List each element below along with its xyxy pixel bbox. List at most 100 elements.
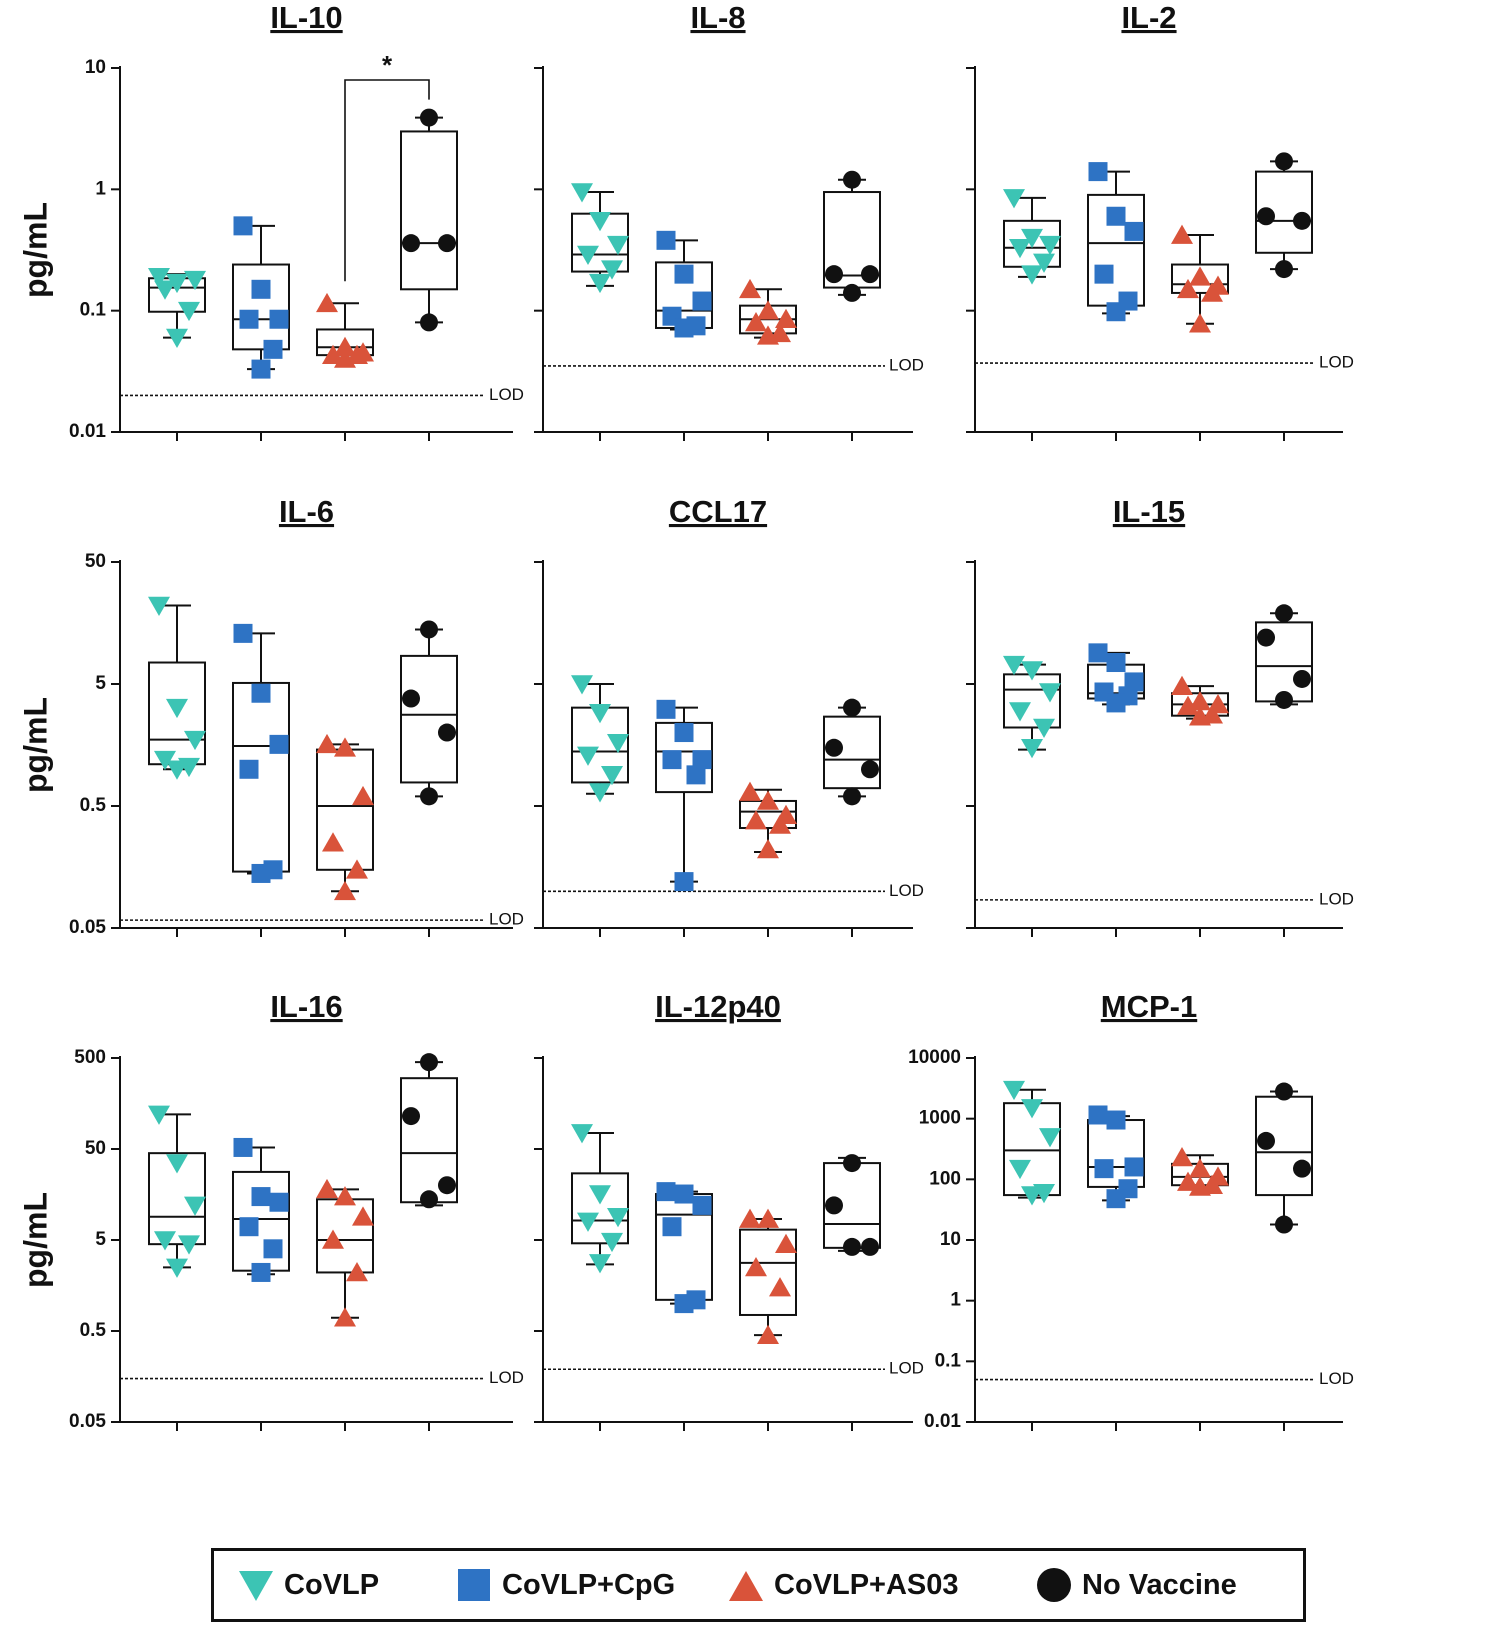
box-no-vaccine [400,108,458,332]
data-point [757,300,779,320]
up-triangle-icon [729,1571,763,1601]
data-point [674,1184,694,1204]
data-point [1039,235,1061,256]
box-covlp [1003,655,1061,759]
data-point [420,313,438,332]
data-point [322,832,344,852]
box-iqr [232,263,290,351]
panel-ccl17: CCL17 LOD [534,494,924,937]
legend-label: CoVLP+CpG [502,1568,676,1601]
box-iqr [1171,263,1229,294]
panel-il-2: IL-2 LOD [966,0,1354,441]
box-no-vaccine [1255,152,1313,279]
significance-label: * [382,50,393,80]
data-point [346,1261,368,1282]
data-point [607,1207,629,1228]
data-point [269,1192,289,1212]
data-point [656,699,676,719]
box-covlp-as03 [316,292,374,368]
data-point [825,738,843,757]
data-point [589,212,611,232]
data-point [1021,265,1043,285]
y-tick-label: 0.5 [80,1320,107,1341]
data-point [1257,1131,1275,1150]
box-covlp [1003,1080,1061,1206]
box-covlp-cpg [1087,162,1145,322]
data-point [1257,207,1275,226]
data-point [251,1262,271,1282]
data-point [1275,690,1293,709]
data-point [1021,1099,1043,1119]
panel-il-12p40: IL-12p40 LOD [534,989,924,1431]
legend-swatch-covlp [239,1571,273,1601]
data-point [178,301,200,322]
data-point [316,1178,338,1199]
data-point [843,170,861,189]
y-tick-label: 500 [74,1047,106,1068]
data-point [148,268,170,288]
data-point [739,1208,761,1228]
data-point [1009,1159,1031,1180]
data-point [420,1190,438,1209]
lod-label: LOD [1319,353,1354,372]
data-point [571,183,593,203]
data-point [178,1235,200,1255]
data-point [154,280,176,300]
data-point [662,750,682,770]
box-covlp-as03 [316,1178,374,1327]
data-point [607,235,629,256]
y-tick-label: 50 [85,1138,106,1159]
box-covlp-cpg [232,623,290,883]
legend-swatch-covlp-cpg [458,1569,490,1601]
data-point [692,1195,712,1215]
data-point [316,292,338,313]
box-covlp-as03 [739,278,797,345]
y-tick-label: 1000 [919,1108,961,1129]
y-tick-label: 1 [95,178,106,199]
legend-item-covlp-as03: CoVLP+AS03 [726,1551,959,1619]
data-point [402,689,420,708]
panel-il-6: IL-6 pg/mL 50 5 0.5 0.05 LOD [17,494,524,938]
data-point [402,234,420,253]
data-point [825,1196,843,1215]
data-point [1201,282,1223,302]
data-point [438,234,456,253]
data-point [166,273,188,294]
box-iqr [655,721,713,794]
data-point [322,1229,344,1249]
box-covlp-cpg [1087,1105,1145,1209]
data-point [239,309,259,329]
box-covlp-cpg [655,699,713,892]
lod-label: LOD [489,1368,524,1387]
box-covlp [571,183,629,294]
data-point [233,623,253,643]
box-no-vaccine [823,170,881,302]
data-point [1106,1110,1126,1130]
data-point [1189,266,1211,286]
significance-bracket [344,79,430,282]
data-point [263,339,283,359]
circle-icon [1037,1568,1071,1602]
data-point [1257,628,1275,647]
data-point [607,733,629,754]
data-point [1275,1082,1293,1101]
box-covlp-cpg [232,1137,290,1282]
data-point [757,790,779,810]
panel-title: IL-16 [270,989,342,1024]
data-point [739,781,761,801]
data-point [656,230,676,250]
data-point [1033,253,1055,273]
data-point [861,265,879,284]
lod-label: LOD [1319,889,1354,908]
legend-item-covlp-cpg: CoVLP+CpG [454,1551,675,1619]
lod-label: LOD [889,881,924,900]
box-no-vaccine [823,1154,881,1256]
data-point [233,1137,253,1157]
data-point [589,1254,611,1274]
data-point [233,216,253,236]
data-point [154,1231,176,1251]
data-point [674,723,694,743]
data-point [662,1217,682,1237]
data-point [1189,1158,1211,1178]
panel-il-8: IL-8 LOD [534,0,924,441]
